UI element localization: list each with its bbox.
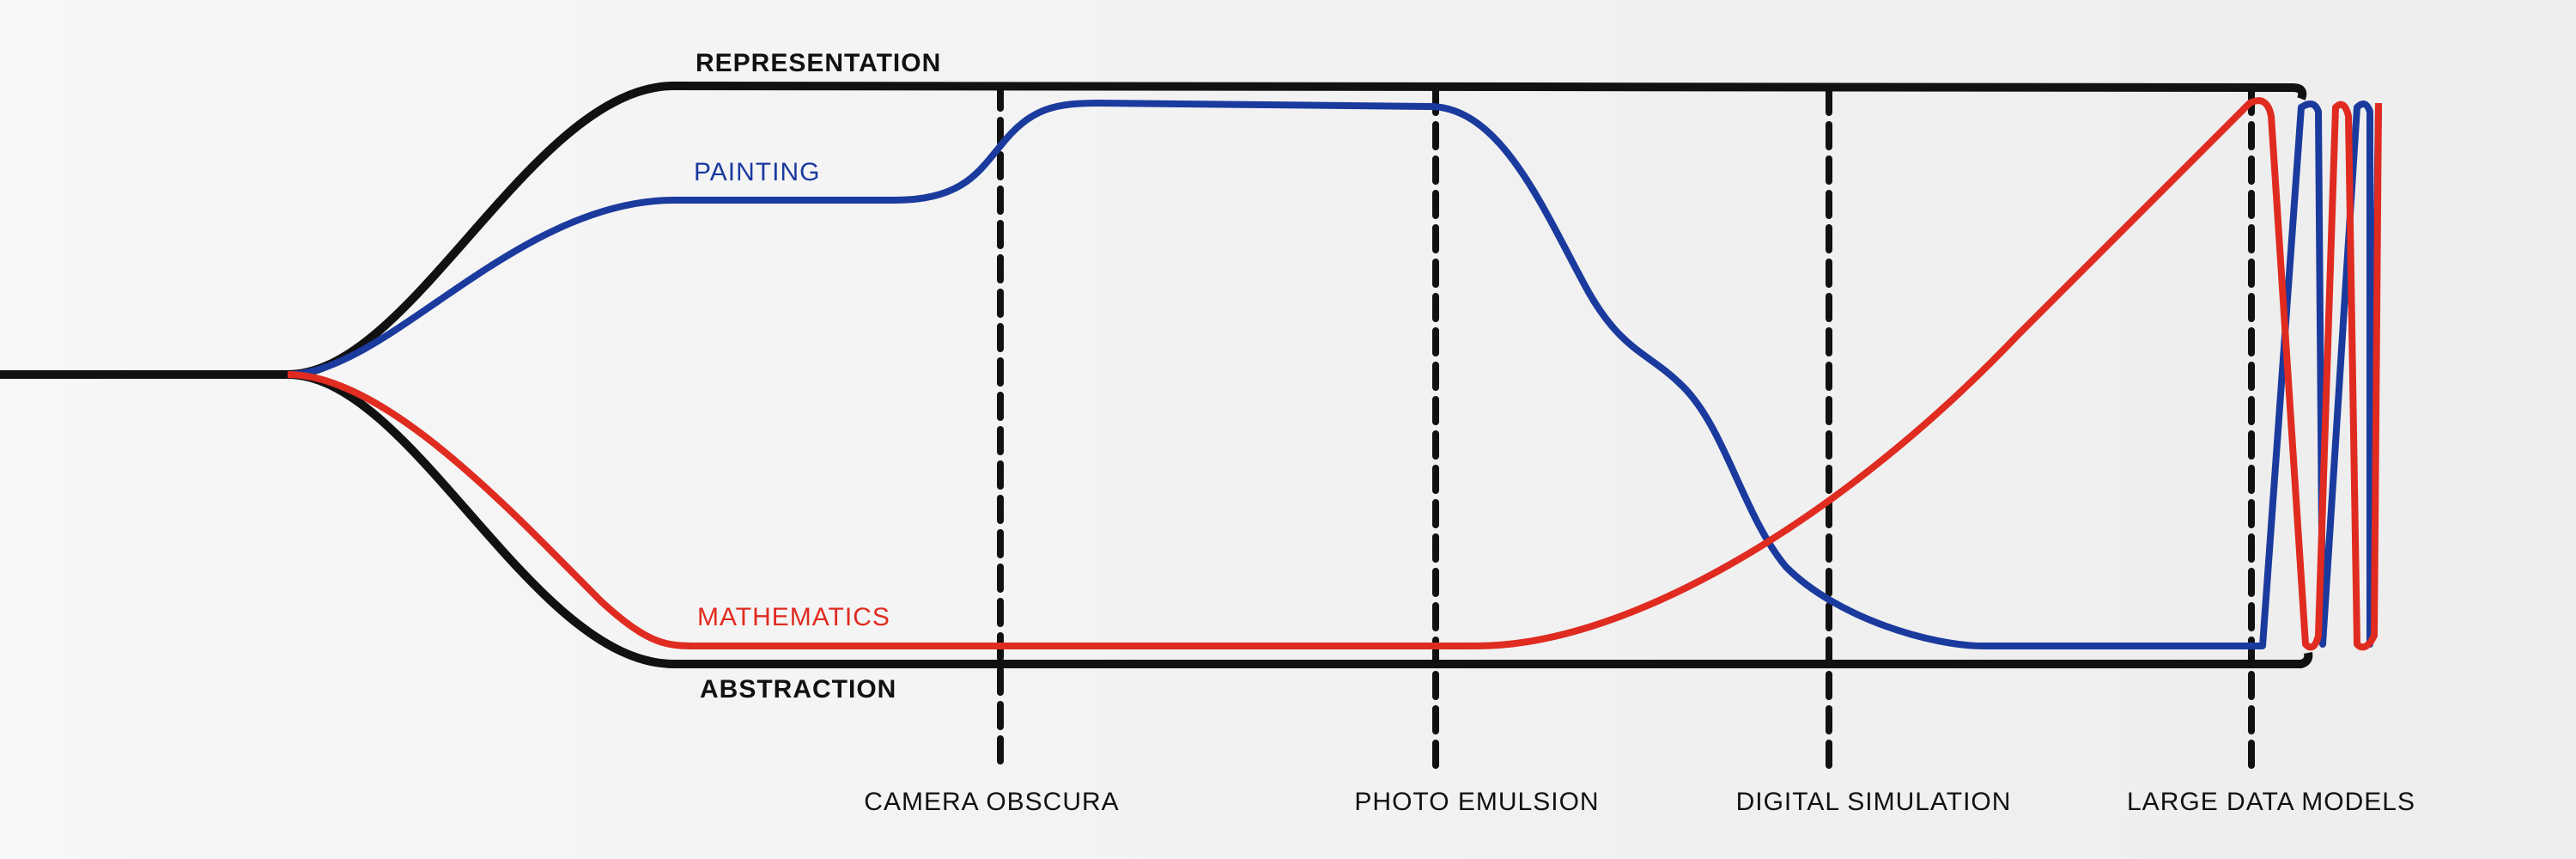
painting-path [287,100,2382,649]
milestone-label: LARGE DATA MODELS [2127,788,2415,816]
bottom-label: ABSTRACTION [700,675,896,704]
milestone-label: CAMERA OBSCURA [864,788,1119,816]
mathematics-label: MATHEMATICS [697,603,890,631]
abstraction-line [287,370,2313,668]
top-label: REPRESENTATION [696,49,941,77]
representation-line [0,81,2307,379]
painting-label: PAINTING [694,158,820,186]
mathematics-path [287,97,2382,651]
milestone-label: PHOTO EMULSION [1354,788,1599,816]
milestone-label: DIGITAL SIMULATION [1736,788,2012,816]
